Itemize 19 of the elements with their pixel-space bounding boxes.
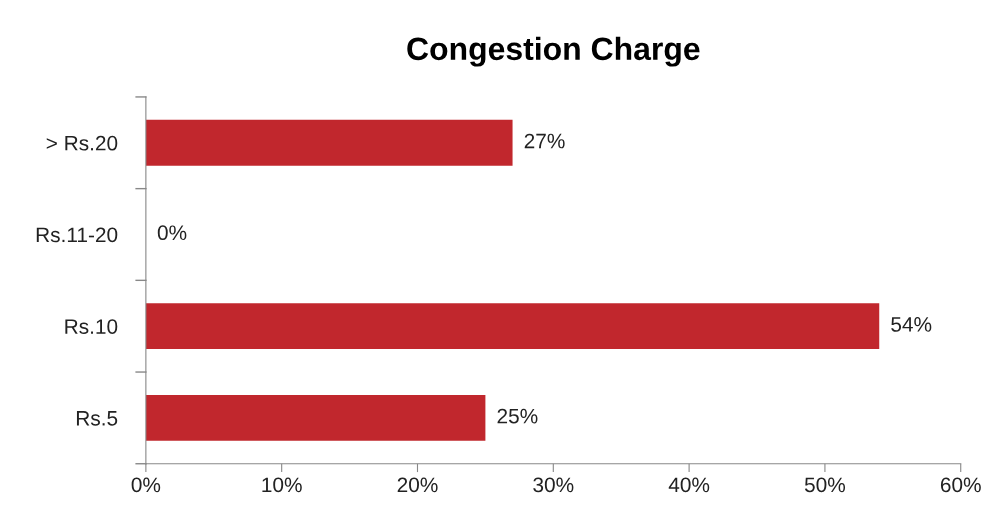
data-label: 54% <box>891 317 932 332</box>
data-label: 27% <box>524 133 565 149</box>
x-tick-label: 0% <box>131 477 161 493</box>
bar <box>145 303 880 350</box>
data-label: 0% <box>157 225 187 241</box>
x-tick-label: 50% <box>804 477 846 493</box>
chart-title: Congestion Charge <box>407 36 700 67</box>
x-tick-label: 20% <box>397 477 438 493</box>
x-tick-label: 30% <box>533 477 574 493</box>
bar <box>145 119 513 166</box>
bar <box>145 394 486 441</box>
y-tick-label: Rs.5 <box>76 411 118 426</box>
y-tick-label: Rs.11-20 <box>36 227 118 243</box>
x-tick-label: 10% <box>262 477 302 493</box>
data-label: 25% <box>497 408 538 424</box>
y-tick-label: > Rs.20 <box>46 135 118 151</box>
x-tick-label: 60% <box>940 477 981 493</box>
x-tick-label: 40% <box>668 477 710 493</box>
y-tick-label: Rs.10 <box>65 319 118 334</box>
